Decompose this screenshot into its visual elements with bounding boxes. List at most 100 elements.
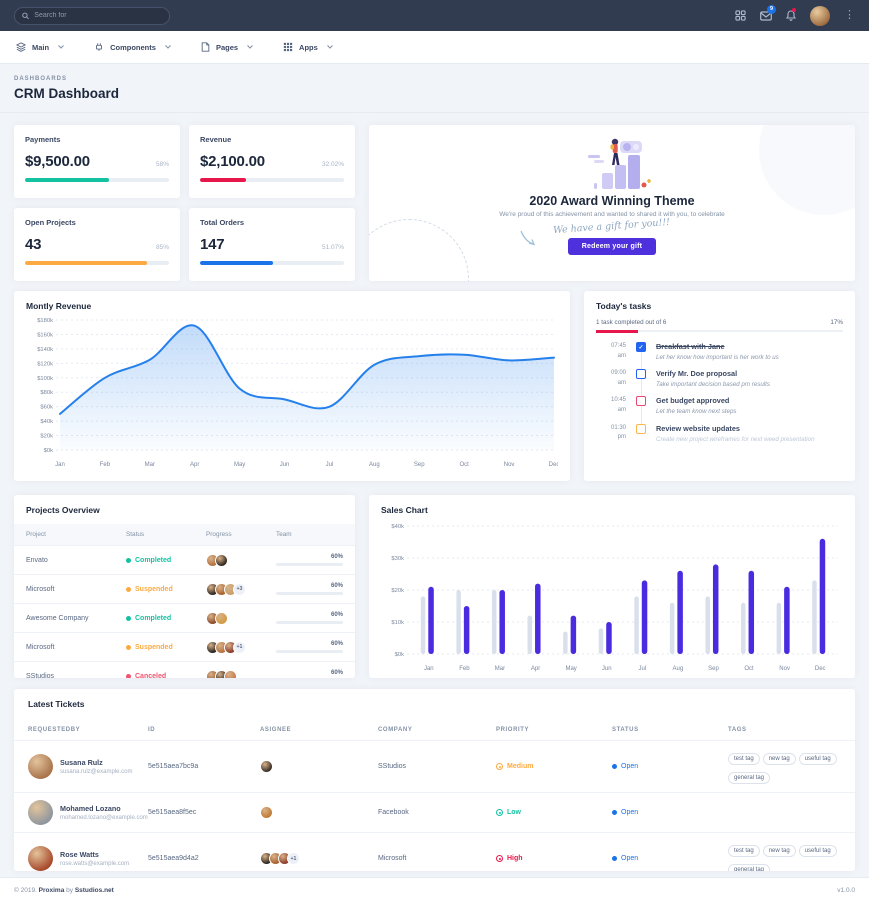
- tag-pill[interactable]: general tag: [728, 771, 771, 784]
- x-tick-label: Dec: [549, 462, 558, 468]
- table-row[interactable]: Susana Rulz susana.rulz@example.com 5e515a…: [14, 741, 855, 792]
- progress-cell: 60%: [276, 554, 343, 566]
- status-label: Open: [621, 855, 639, 862]
- bell-icon[interactable]: [786, 8, 796, 21]
- user-avatar[interactable]: [810, 5, 830, 26]
- redeem-gift-button[interactable]: Redeem your gift: [567, 238, 657, 255]
- table-row[interactable]: Microsoft Suspended +3 60%: [14, 574, 355, 603]
- search-box[interactable]: [14, 6, 170, 25]
- task-time-value: 01:30: [610, 424, 626, 431]
- progress-track: [276, 592, 343, 595]
- requestedby-cell: Rose Watts rose.watts@example.com: [28, 846, 148, 871]
- grid-icon[interactable]: [735, 10, 746, 21]
- task-checkbox[interactable]: [636, 396, 646, 407]
- arrow-icon: [520, 230, 536, 246]
- task-content: Verify Mr. Doe proposal Take important de…: [656, 369, 843, 388]
- todays-tasks-card: Today's tasks 1 task completed out of 6 …: [584, 291, 855, 481]
- monthly-revenue-chart: $0k $20k $40k $60k $80k $100k $120k $140k $160k $…: [37, 318, 558, 468]
- y-tick-label: $180k: [37, 318, 53, 324]
- tag-pill[interactable]: general tag: [728, 863, 771, 871]
- chevron-down-icon: [165, 45, 171, 49]
- x-tick-label: Aug: [369, 462, 380, 468]
- stat-value: 43: [25, 236, 42, 253]
- table-row[interactable]: Awesome Company Completed 60%: [14, 603, 355, 632]
- gift-text: We have a gift for you!!!: [553, 216, 671, 237]
- sales-bar-series2: [463, 606, 470, 654]
- avatar-group: [206, 669, 276, 678]
- task-content: Get budget approved Let the team know nex…: [656, 396, 843, 415]
- assignee-avatar-group: +1: [260, 852, 378, 865]
- table-row[interactable]: Mohamed Lozano mohamed.lozano@example.com…: [14, 792, 855, 832]
- file-icon: [201, 42, 210, 52]
- mail-icon[interactable]: 9: [760, 4, 776, 21]
- stat-progress-track: [200, 261, 344, 265]
- task-item[interactable]: 09:00 am Verify Mr. Doe proposal Take impor…: [596, 369, 843, 388]
- task-checkbox[interactable]: [636, 369, 646, 380]
- stat-title: Open Projects: [25, 218, 76, 227]
- plug-icon: [96, 43, 103, 51]
- x-tick-label: Dec: [815, 666, 826, 672]
- stat-value: $2,100.00: [200, 153, 265, 170]
- nav-item-pages[interactable]: Pages: [201, 42, 253, 52]
- tag-pill[interactable]: test tag: [728, 753, 760, 765]
- ticket-priority: Medium: [496, 763, 612, 770]
- table-row[interactable]: Rose Watts rose.watts@example.com 5e515aea…: [14, 832, 855, 871]
- assignee-avatar-group: [260, 760, 378, 773]
- revenue-area-fill: [60, 325, 554, 450]
- y-tick-label: $120k: [37, 361, 53, 367]
- tag-pill[interactable]: new tag: [762, 753, 796, 765]
- stat-title: Payments: [25, 135, 61, 144]
- footer-site[interactable]: Sstudios.net: [74, 887, 114, 894]
- nav-item-main[interactable]: Main: [16, 42, 64, 52]
- status-label: Open: [621, 763, 639, 770]
- kebab-menu-icon[interactable]: ⋮: [844, 9, 855, 21]
- priority-label: Low: [507, 809, 521, 816]
- y-tick-label: $40k: [40, 419, 53, 425]
- projects-overview-title: Projects Overview: [26, 505, 100, 515]
- tag-pill[interactable]: useful tag: [798, 753, 837, 765]
- task-checkbox[interactable]: [636, 423, 646, 434]
- task-item[interactable]: 10:45 am Get budget approved Let the team k…: [596, 396, 843, 415]
- task-checkbox[interactable]: ✓: [636, 342, 646, 352]
- todays-tasks-title: Today's tasks: [596, 301, 652, 311]
- stat-progress-track: [25, 178, 169, 182]
- stat-value-row: 147 51.07%: [200, 236, 344, 253]
- nav-item-components[interactable]: Components: [94, 42, 171, 52]
- x-tick-label: Feb: [459, 666, 470, 672]
- tag-pill[interactable]: test tag: [728, 845, 760, 857]
- stat-card-payments: Payments $9,500.00 58%: [14, 125, 180, 198]
- ticket-id: 5e515aea8f5ec: [148, 809, 197, 816]
- award-subtitle: We're proud of this achievement and want…: [499, 211, 725, 218]
- task-checkbox-wrap: [626, 369, 656, 388]
- x-tick-label: Feb: [100, 462, 111, 468]
- table-row[interactable]: SStudios Canceled 60%: [14, 661, 355, 678]
- nav-item-apps[interactable]: Apps: [283, 42, 333, 52]
- tag-pill[interactable]: useful tag: [798, 845, 837, 857]
- page-head: DASHBOARDS CRM Dashboard: [0, 64, 869, 113]
- task-item[interactable]: 01:30 pm Review website updates Create new …: [596, 423, 843, 443]
- ticket-priority: High: [496, 855, 612, 862]
- stat-value-row: $9,500.00 58%: [25, 153, 169, 170]
- task-item[interactable]: 07:45 am ✓ Breakfast with Jane Let her know …: [596, 342, 843, 361]
- progress-cell: 60%: [276, 641, 343, 653]
- tickets-col-header: REQUESTEDBY: [28, 726, 81, 733]
- projects-col-header: Team: [276, 531, 292, 538]
- y-tick-label: $0k: [395, 652, 404, 658]
- sales-bar-series2: [606, 622, 612, 654]
- sales-bar-series2: [677, 570, 683, 654]
- sales-bar-series2: [641, 580, 648, 654]
- task-time-meridiem: am: [617, 406, 626, 413]
- task-checkbox-wrap: [626, 423, 656, 443]
- footer-version: v1.0.0: [837, 887, 855, 894]
- progress-cell: 60%: [276, 670, 343, 678]
- search-input[interactable]: [34, 12, 162, 19]
- stat-card-open-projects: Open Projects 43 85%: [14, 208, 180, 281]
- row-stats-award: Payments $9,500.00 58% Revenue $2,100.00 32.0…: [14, 125, 855, 281]
- tasks-timeline: [641, 350, 642, 427]
- avatar-group: +1: [206, 640, 276, 654]
- progress-track: [276, 621, 343, 624]
- table-row[interactable]: Envato Completed 60%: [14, 545, 355, 574]
- tag-pill[interactable]: new tag: [762, 845, 796, 857]
- status-label: Completed: [135, 614, 172, 622]
- table-row[interactable]: Microsoft Suspended +1 60%: [14, 632, 355, 661]
